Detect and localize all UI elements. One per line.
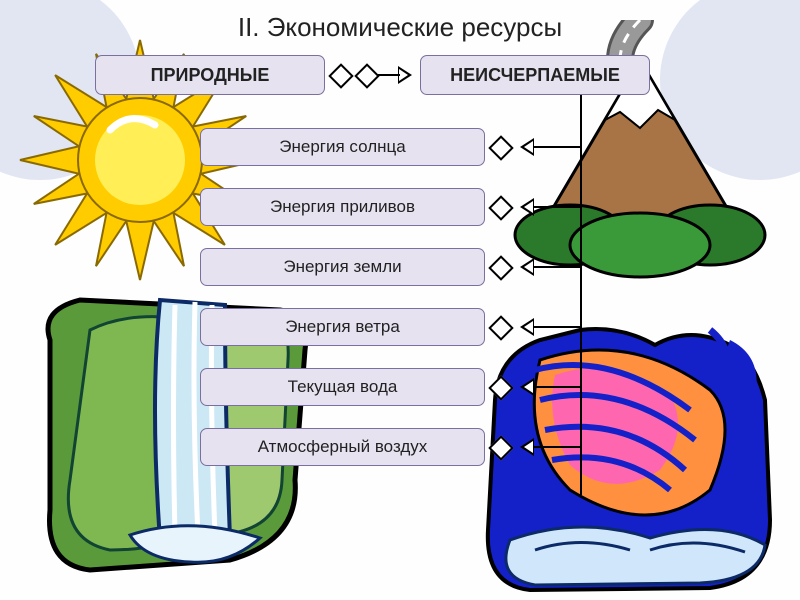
hline-air [534,446,580,448]
arrow-tidal [520,198,534,216]
page-title: II. Экономические ресурсы [238,12,562,43]
box-wind: Энергия ветра [200,308,485,346]
box-water: Текущая вода [200,368,485,406]
box-earth: Энергия земли [200,248,485,286]
arrow-wind [520,318,534,336]
hline-tidal [534,206,580,208]
hline-wind [534,326,580,328]
arrow-air [520,438,534,456]
hline-water [534,386,580,388]
hline-solar [534,146,580,148]
diamond-connector-1 [328,63,353,88]
box-inexhaustible: НЕИСЧЕРПАЕМЫЕ [420,55,650,95]
hline-earth [534,266,580,268]
arrow-right-top [398,66,412,84]
diamond-connector-2 [354,63,379,88]
hline-top [378,74,400,76]
arrow-water [520,378,534,396]
box-solar: Энергия солнца [200,128,485,166]
box-natural: ПРИРОДНЫЕ [95,55,325,95]
box-air: Атмосферный воздух [200,428,485,466]
vline-main [580,95,582,495]
box-tidal: Энергия приливов [200,188,485,226]
arrow-earth [520,258,534,276]
arrow-solar [520,138,534,156]
sea-illustration [480,320,780,600]
